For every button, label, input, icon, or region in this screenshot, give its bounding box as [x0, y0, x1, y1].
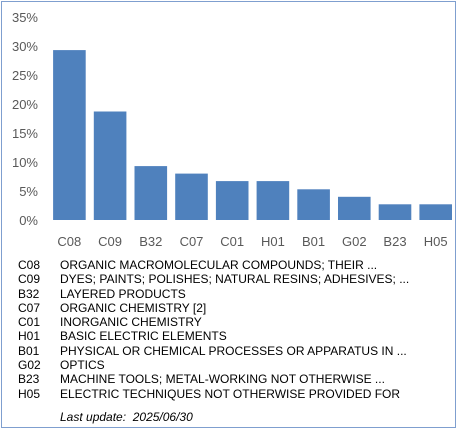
legend-row: G02 OPTICS: [18, 358, 448, 372]
legend-description: DYES; PAINTS; POLISHES; NATURAL RESINS; …: [60, 272, 410, 287]
bar-b23: [378, 204, 412, 220]
legend-row: C01 INORGANIC CHEMISTRY: [18, 315, 448, 329]
y-tick-label: 10%: [12, 155, 38, 170]
legend-code: G02: [18, 358, 41, 373]
y-tick-label: 0%: [19, 213, 38, 228]
legend-code: B32: [18, 286, 40, 301]
bar-c07: [175, 173, 208, 220]
legend-description: MACHINE TOOLS; METAL-WORKING NOT OTHERWI…: [60, 372, 385, 387]
legend-row: H01 BASIC ELECTRIC ELEMENTS: [18, 329, 448, 343]
y-tick-label: 35%: [12, 10, 38, 25]
bar-b01: [297, 189, 330, 220]
x-tick-label: C08: [57, 234, 81, 249]
legend-code: H05: [18, 386, 41, 401]
legend-row: B32 LAYERED PRODUCTS: [18, 287, 448, 301]
legend: C08 ORGANIC MACROMOLECULAR COMPOUNDS; THE…: [18, 258, 448, 401]
legend-code: C09: [18, 272, 41, 287]
legend-description: INORGANIC CHEMISTRY: [60, 315, 202, 330]
legend-row: H05 ELECTRIC TECHNIQUES NOT OTHERWISE PRO…: [18, 387, 448, 401]
legend-description: OPTICS: [60, 358, 105, 373]
x-tick-label: C09: [98, 234, 122, 249]
legend-description: PHYSICAL OR CHEMICAL PROCESSES OR APPARA…: [60, 343, 407, 358]
legend-row: C08 ORGANIC MACROMOLECULAR COMPOUNDS; THE…: [18, 258, 448, 272]
y-tick-label: 15%: [12, 126, 38, 141]
bar-h01: [256, 181, 290, 220]
legend-description: ORGANIC CHEMISTRY [2]: [60, 300, 207, 315]
bar-g02: [338, 196, 371, 220]
bar-h05: [419, 204, 452, 220]
legend-description: ORGANIC MACROMOLECULAR COMPOUNDS; THEIR …: [60, 258, 378, 272]
x-tick-label: C07: [180, 234, 204, 249]
bar-b32: [134, 166, 168, 220]
legend-code: C07: [18, 300, 41, 315]
bar-c08: [53, 50, 86, 220]
legend-code: H01: [18, 329, 41, 344]
x-tick-label: B01: [302, 234, 325, 249]
x-tick-label: H01: [261, 234, 285, 249]
legend-row: C09 DYES; PAINTS; POLISHES; NATURAL RESIN…: [18, 272, 448, 286]
x-tick-label: B23: [383, 234, 406, 249]
legend-code: B23: [18, 372, 40, 387]
legend-description: LAYERED PRODUCTS: [60, 286, 186, 301]
legend-code: C08: [18, 258, 41, 272]
y-tick-label: 30%: [12, 39, 38, 54]
bar-c01: [215, 181, 249, 220]
legend-description: BASIC ELECTRIC ELEMENTS: [60, 329, 227, 344]
legend-row: C07 ORGANIC CHEMISTRY [2]: [18, 301, 448, 315]
legend-description: ELECTRIC TECHNIQUES NOT OTHERWISE PROVID…: [60, 386, 401, 401]
bar-chart: 0% 5% 10% 15% 20% 25% 30% 35% C08 C09 B32 C07 C01 H01…: [12, 10, 452, 249]
y-tick-label: 25%: [12, 68, 38, 83]
legend-row: B23 MACHINE TOOLS; METAL-WORKING NOT OTHE…: [18, 372, 448, 386]
x-tick-label: B32: [139, 234, 162, 249]
legend-code: B01: [18, 343, 40, 358]
legend-row: B01 PHYSICAL OR CHEMICAL PROCESSES OR APP…: [18, 344, 448, 358]
x-tick-label: G02: [342, 234, 367, 249]
bar-c09: [93, 111, 127, 220]
last-update-text: Last update: 2025/06/30: [60, 410, 193, 424]
x-tick-label: H05: [424, 234, 448, 249]
y-tick-label: 5%: [19, 184, 38, 199]
x-tick-label: C01: [220, 234, 244, 249]
legend-code: C01: [18, 315, 41, 330]
y-tick-label: 20%: [12, 97, 38, 112]
